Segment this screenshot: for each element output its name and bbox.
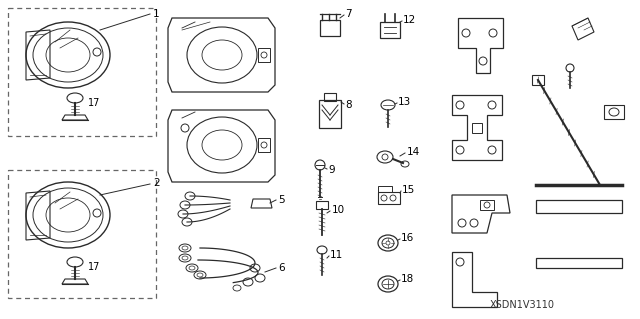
Bar (8, 8, 156, 136)
Bar (8, 170, 156, 298)
Bar (258, 48, 270, 62)
Text: 7: 7 (345, 9, 351, 19)
Bar (324, 93, 336, 101)
Text: 5: 5 (278, 195, 285, 205)
Text: 18: 18 (401, 274, 414, 284)
Text: 14: 14 (407, 147, 420, 157)
Bar (316, 201, 328, 209)
Bar (604, 105, 624, 119)
Bar (258, 138, 270, 152)
Text: 12: 12 (403, 15, 416, 25)
Text: XSDN1V3110: XSDN1V3110 (490, 300, 555, 310)
Text: 9: 9 (328, 165, 335, 175)
Text: 6: 6 (278, 263, 285, 273)
Bar (472, 123, 482, 133)
Text: 17: 17 (88, 262, 100, 272)
Text: 1: 1 (153, 9, 159, 19)
Bar (319, 100, 341, 128)
Bar (480, 200, 494, 210)
Text: 15: 15 (402, 185, 415, 195)
Bar (532, 75, 544, 85)
Text: 10: 10 (332, 205, 345, 215)
Text: 8: 8 (345, 100, 351, 110)
Text: 11: 11 (330, 250, 343, 260)
Bar (320, 20, 340, 36)
Text: 2: 2 (153, 178, 159, 188)
Text: 17: 17 (88, 98, 100, 108)
Text: 16: 16 (401, 233, 414, 243)
Text: 13: 13 (398, 97, 412, 107)
